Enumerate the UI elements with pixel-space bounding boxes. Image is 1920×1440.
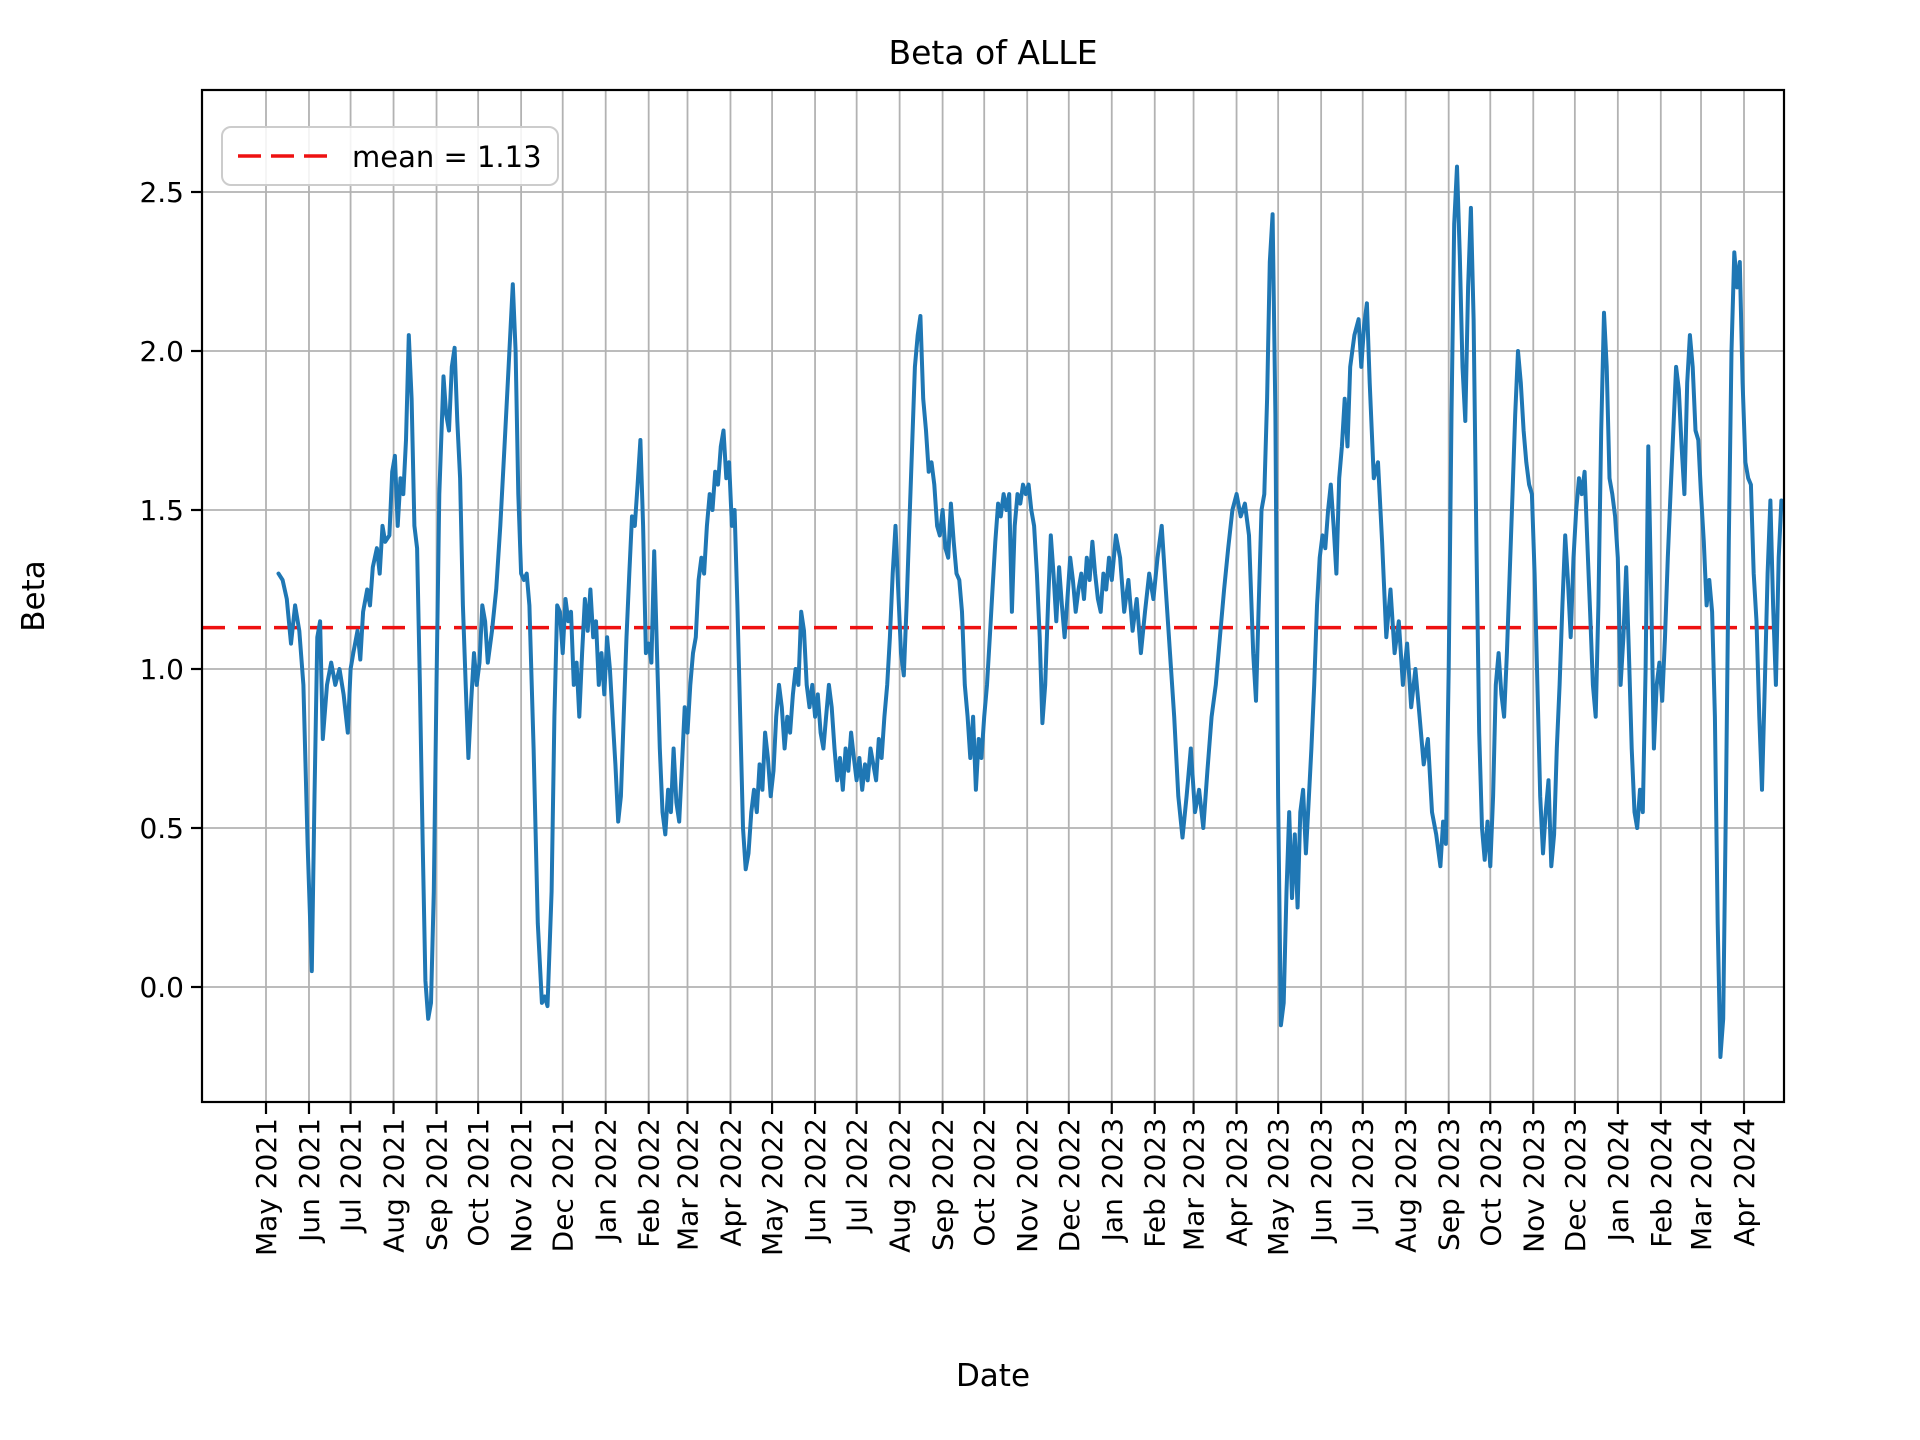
y-tick-label: 1.0 <box>139 653 184 686</box>
x-tick-label: Jul 2023 <box>1347 1118 1380 1234</box>
x-tick-label: Apr 2022 <box>714 1118 747 1247</box>
axes-spines-layer <box>200 88 1786 1104</box>
x-tick-label: Mar 2023 <box>1178 1118 1211 1251</box>
tick-marks-layer <box>191 190 1746 1114</box>
y-tick-label: 0.5 <box>139 812 184 845</box>
x-tick-label: Oct 2023 <box>1474 1118 1507 1247</box>
x-tick-label: May 2021 <box>250 1118 283 1256</box>
series-layer <box>276 164 1784 1059</box>
x-tick-label: Nov 2022 <box>1011 1118 1044 1253</box>
beta-series-line <box>276 164 1784 1059</box>
x-tick-label: Feb 2024 <box>1645 1118 1678 1248</box>
x-tick-label: Jan 2022 <box>590 1118 623 1243</box>
x-tick-labels-layer: May 2021 Jun 2021 Jul 2021 Aug 2021 Sep 2021… <box>250 1118 1761 1256</box>
x-tick-label: Oct 2022 <box>968 1118 1001 1247</box>
x-tick-label: Dec 2023 <box>1559 1118 1592 1252</box>
x-tick-label: Jun 2022 <box>799 1118 832 1244</box>
y-axis-label: Beta <box>16 560 52 632</box>
axes-border <box>200 88 1786 1104</box>
x-tick-label: Jul 2021 <box>335 1118 368 1234</box>
x-tick-label: Dec 2022 <box>1053 1118 1086 1252</box>
x-axis-label: Date <box>956 1358 1030 1394</box>
x-tick-label: Jul 2022 <box>841 1118 874 1234</box>
chart-title: Beta of ALLE <box>888 33 1097 72</box>
y-tick-label: 2.5 <box>139 176 184 209</box>
x-tick-label: Jan 2023 <box>1096 1118 1129 1243</box>
y-tick-label: 1.5 <box>139 494 184 527</box>
x-tick-label: May 2023 <box>1262 1118 1295 1256</box>
legend: mean = 1.13 <box>221 126 559 186</box>
x-tick-label: Aug 2023 <box>1390 1118 1423 1253</box>
x-tick-label: Aug 2021 <box>378 1118 411 1253</box>
x-tick-label: Nov 2023 <box>1517 1118 1550 1253</box>
x-tick-label: Feb 2023 <box>1139 1118 1172 1248</box>
x-tick-label: Aug 2022 <box>884 1118 917 1253</box>
legend-label: mean = 1.13 <box>352 140 542 174</box>
y-tick-label: 0.0 <box>139 971 184 1004</box>
x-tick-label: Feb 2022 <box>633 1118 666 1248</box>
x-tick-label: Mar 2022 <box>671 1118 704 1251</box>
x-tick-label: Sep 2022 <box>927 1118 960 1251</box>
x-tick-label: May 2022 <box>756 1118 789 1256</box>
x-tick-label: Nov 2021 <box>505 1118 538 1253</box>
x-tick-label: Jun 2023 <box>1305 1118 1338 1244</box>
y-tick-label: 2.0 <box>139 335 184 368</box>
x-tick-label: Sep 2023 <box>1433 1118 1466 1251</box>
legend-box <box>221 126 559 186</box>
x-tick-label: Apr 2024 <box>1728 1118 1761 1247</box>
x-tick-label: Apr 2023 <box>1221 1118 1254 1247</box>
y-tick-labels-layer: 0.0 0.5 1.0 1.5 2.0 2.5 <box>139 176 184 1004</box>
x-tick-label: Jun 2021 <box>293 1118 326 1244</box>
x-tick-label: Oct 2021 <box>462 1118 495 1247</box>
x-tick-label: Mar 2024 <box>1685 1118 1718 1251</box>
x-tick-label: Jan 2024 <box>1602 1118 1635 1243</box>
x-tick-label: Sep 2021 <box>421 1118 454 1251</box>
x-tick-label: Dec 2021 <box>547 1118 580 1252</box>
